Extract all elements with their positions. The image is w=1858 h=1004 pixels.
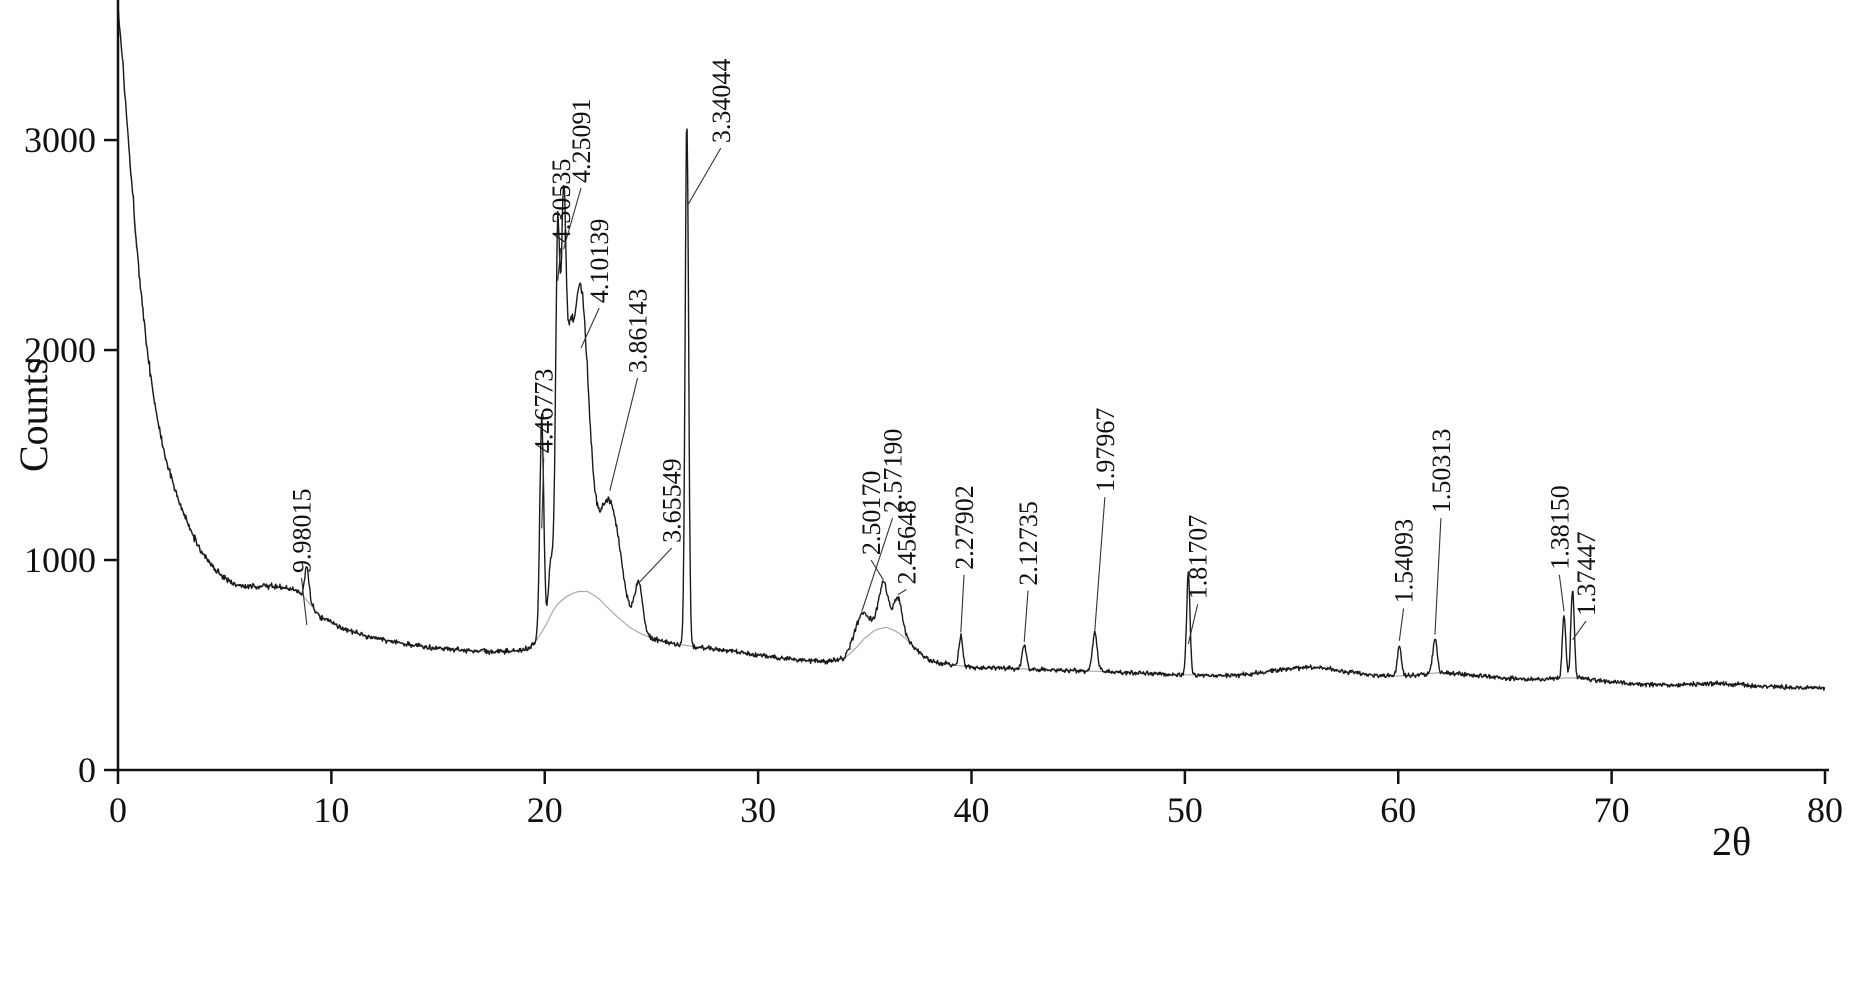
peak-annotation-label: 2.27902 xyxy=(950,485,979,570)
x-tick-label: 50 xyxy=(1167,790,1203,830)
y-tick-label: 2000 xyxy=(24,330,96,370)
x-tick-label: 10 xyxy=(313,790,349,830)
peak-annotation-line xyxy=(562,187,582,250)
peak-annotation-label: 3.65549 xyxy=(658,458,687,543)
x-tick-label: 80 xyxy=(1807,790,1843,830)
peak-annotation-line xyxy=(1094,497,1106,631)
x-tick-label: 0 xyxy=(109,790,127,830)
peak-annotation-line xyxy=(300,577,308,626)
peak-annotation-line xyxy=(870,559,884,581)
background-curve xyxy=(117,9,1826,689)
peak-annotation-label: 4.46773 xyxy=(530,369,559,454)
peak-annotation-label: 2.57190 xyxy=(879,429,908,514)
peak-annotation-line xyxy=(557,248,562,281)
x-tick-label: 30 xyxy=(740,790,776,830)
peak-annotation-line xyxy=(541,458,545,529)
x-tick-label: 60 xyxy=(1380,790,1416,830)
peak-annotation-line xyxy=(861,517,894,612)
peak-annotation-label: 1.81707 xyxy=(1184,515,1213,600)
peak-annotation-line xyxy=(638,547,673,584)
peak-annotation-line xyxy=(1558,574,1565,612)
x-tick-label: 40 xyxy=(954,790,990,830)
peak-annotation-label: 9.98015 xyxy=(288,489,317,574)
peak-annotation-line xyxy=(1434,518,1442,635)
peak-annotation-label: 4.30535 xyxy=(547,159,576,244)
peak-annotation-label: 1.50313 xyxy=(1427,429,1456,514)
peak-annotation-label: 1.97967 xyxy=(1091,408,1120,493)
peak-annotation-label: 4.10139 xyxy=(585,219,614,304)
y-axis-label: Counts xyxy=(11,358,56,472)
peak-annotation-line xyxy=(1187,604,1199,645)
peak-annotation-line xyxy=(960,574,965,633)
peak-annotation-label: 3.34044 xyxy=(707,59,736,144)
peak-annotation-line xyxy=(1572,620,1587,641)
x-axis-label: 2θ xyxy=(1712,819,1752,864)
y-tick-label: 3000 xyxy=(24,120,96,160)
x-tick-label: 70 xyxy=(1594,790,1630,830)
peak-annotation-label: 1.37447 xyxy=(1572,532,1601,617)
peak-annotation-label: 3.86143 xyxy=(624,289,653,374)
peak-annotation-line xyxy=(897,589,907,596)
peak-annotation-label: 2.12735 xyxy=(1014,501,1043,586)
peak-annotation-label: 4.25091 xyxy=(567,99,596,184)
peak-annotation-label: 1.38150 xyxy=(1545,485,1574,570)
peak-annotation-label: 2.50170 xyxy=(857,471,886,556)
peak-annotation-label: 2.45648 xyxy=(892,500,921,585)
peak-annotation-label: 1.54093 xyxy=(1390,519,1419,604)
peak-annotation-line xyxy=(609,377,639,491)
xrd-trace xyxy=(117,11,1826,691)
peak-annotation-line xyxy=(1023,590,1029,642)
peak-annotation-line xyxy=(580,307,600,349)
y-tick-label: 1000 xyxy=(24,540,96,580)
x-tick-label: 20 xyxy=(527,790,563,830)
y-tick-label: 0 xyxy=(78,750,96,790)
peak-annotation-line xyxy=(1398,608,1405,641)
peak-annotation-line xyxy=(687,147,722,206)
